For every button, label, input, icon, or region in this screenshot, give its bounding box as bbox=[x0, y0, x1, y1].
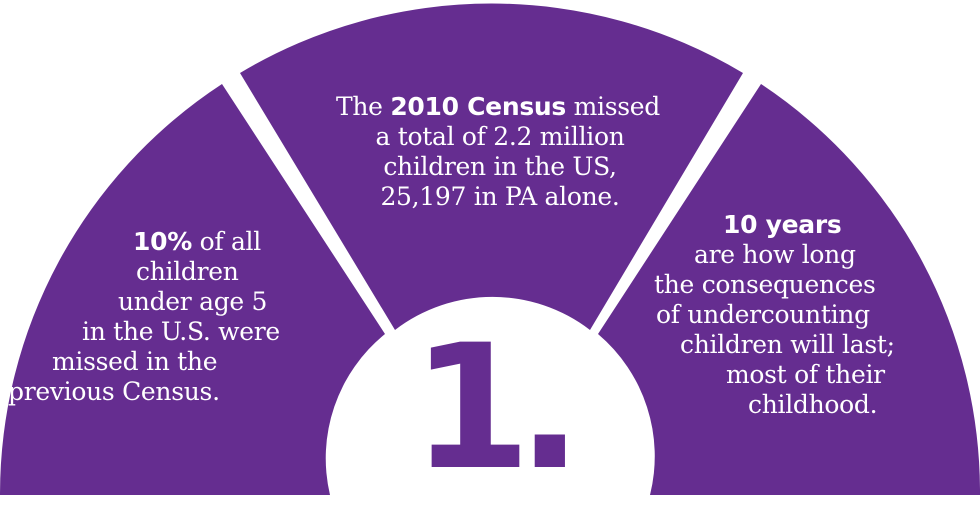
center-segment bbox=[240, 3, 743, 330]
left-line-6: previous Census. bbox=[8, 377, 220, 406]
percent-bold: 10% bbox=[133, 227, 192, 256]
big-number-one: 1. bbox=[411, 307, 582, 508]
census-infographic: The 2010 Census missed a total of 2.2 mi… bbox=[0, 3, 980, 508]
center-line-1-post: missed bbox=[565, 92, 661, 121]
center-line-2: a total of 2.2 million bbox=[375, 122, 625, 151]
center-segment-text: The 2010 Census missed a total of 2.2 mi… bbox=[300, 92, 700, 212]
fan-graphic bbox=[0, 3, 980, 495]
years-bold: 10 years bbox=[723, 210, 842, 239]
center-line-1: The 2010 Census missed bbox=[298, 92, 698, 122]
center-line-4: 25,197 in PA alone. bbox=[380, 182, 620, 211]
left-line-1-post: of all bbox=[191, 227, 262, 256]
right-line-7: childhood. bbox=[748, 390, 878, 419]
center-line-3: children in the US, bbox=[383, 152, 617, 181]
right-segment-text: 10 years are how long the consequences o… bbox=[600, 210, 980, 420]
right-line-5: children will last; bbox=[680, 330, 895, 359]
left-segment bbox=[0, 84, 385, 495]
right-line-6: most of their bbox=[726, 360, 885, 389]
right-line-1: 10 years bbox=[600, 210, 980, 240]
left-segment-text: 10% of all children under age 5 in the U… bbox=[0, 227, 370, 407]
left-line-1: 10% of all bbox=[0, 227, 370, 257]
right-line-4: of undercounting bbox=[656, 300, 870, 329]
left-line-3: under age 5 bbox=[118, 287, 268, 316]
right-segment bbox=[598, 84, 980, 495]
left-line-5: missed in the bbox=[52, 347, 218, 376]
right-line-3: the consequences bbox=[654, 270, 876, 299]
center-line-1-pre: The bbox=[336, 92, 391, 121]
left-line-4: in the U.S. were bbox=[82, 317, 280, 346]
census-year-bold: 2010 Census bbox=[390, 92, 566, 121]
right-line-2: are how long bbox=[694, 240, 856, 269]
left-line-2: children bbox=[136, 257, 239, 286]
